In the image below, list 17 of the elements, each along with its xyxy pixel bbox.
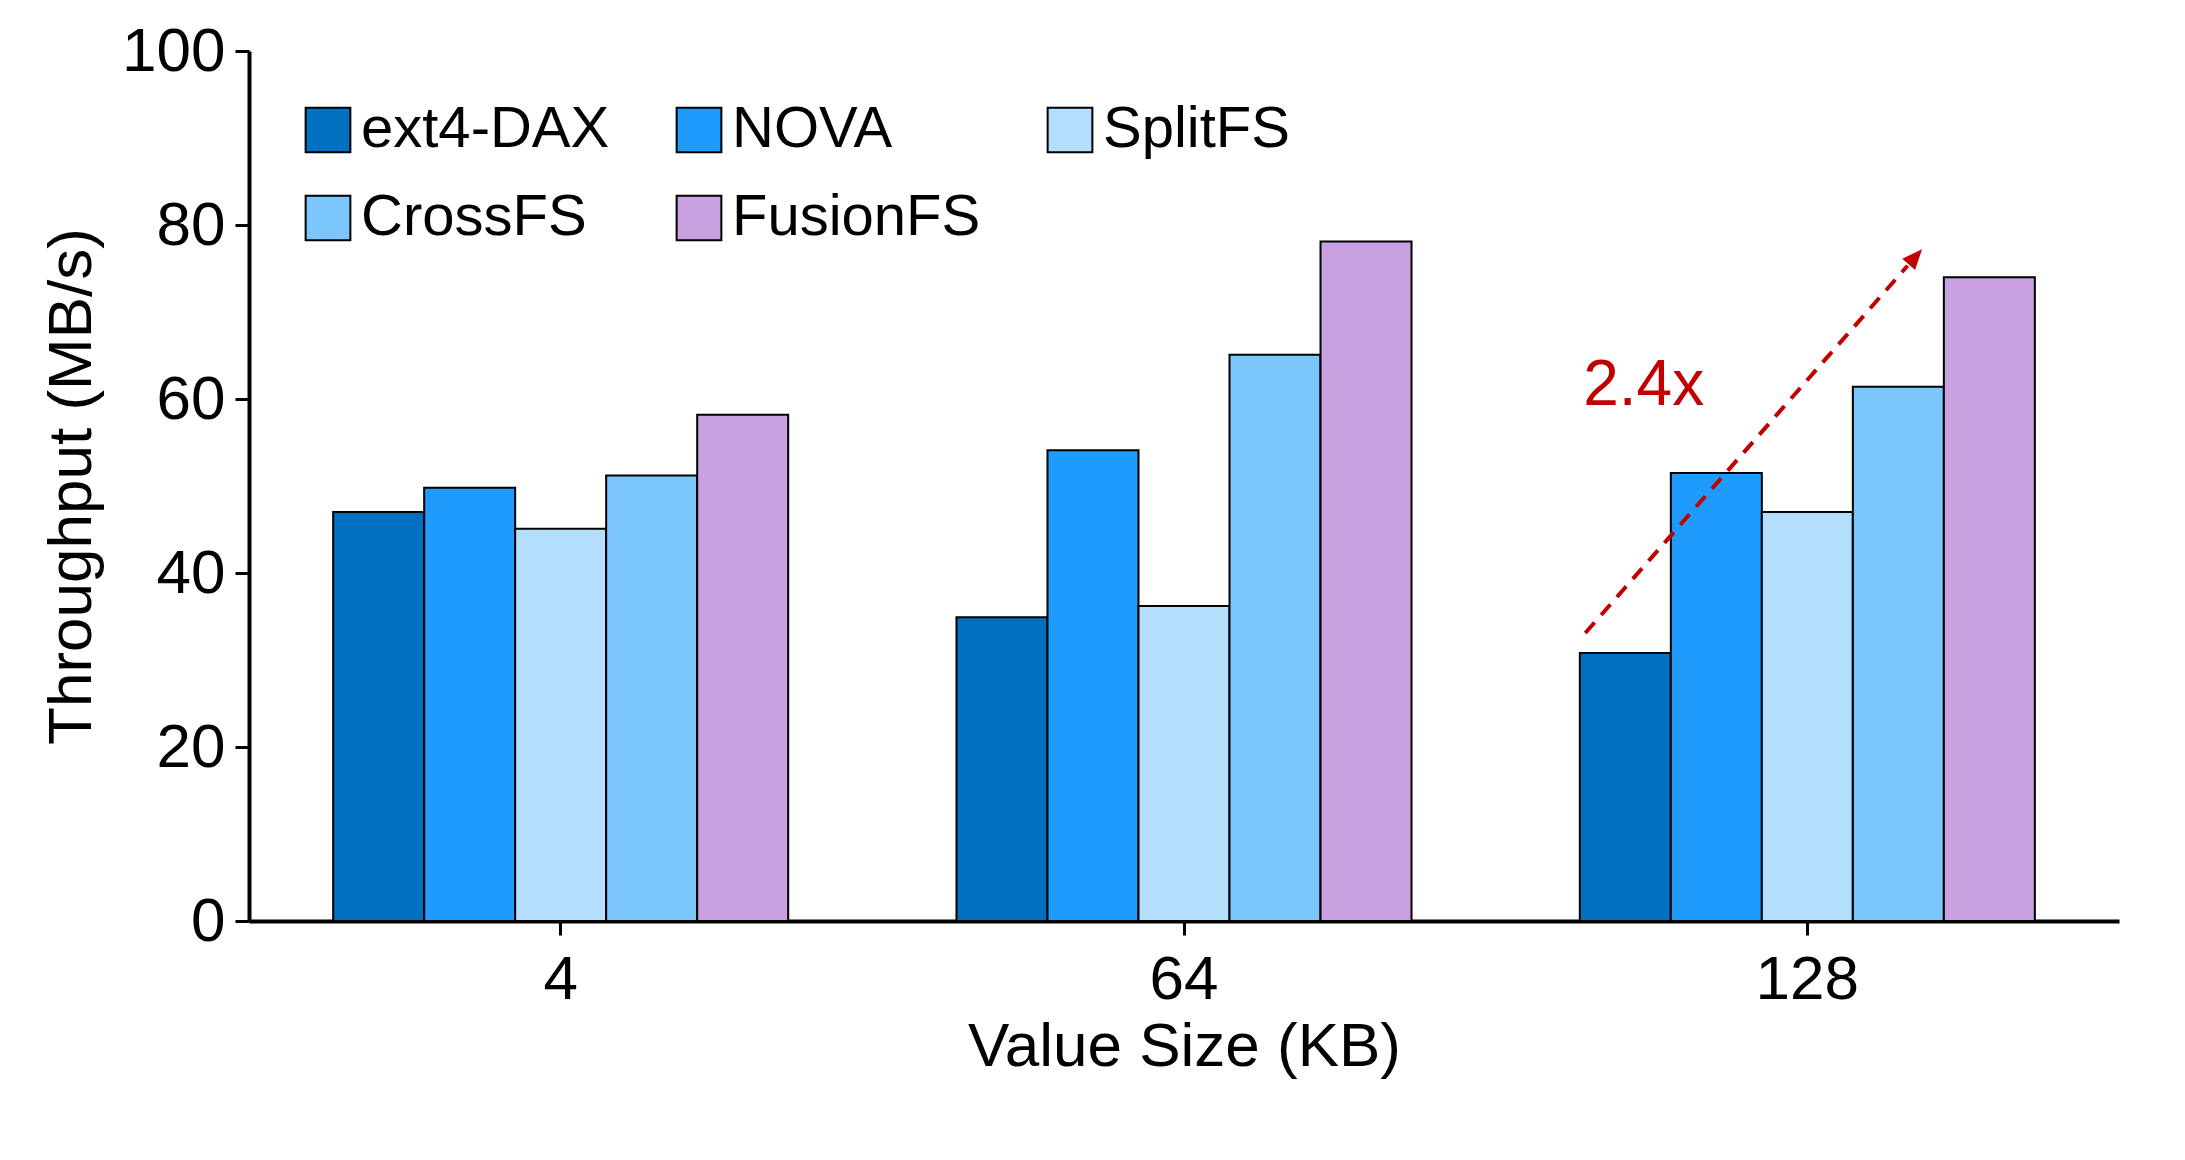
- y-tick-label: 80: [156, 188, 226, 258]
- legend-label: FusionFS: [732, 182, 981, 247]
- x-tick-label: 64: [1149, 942, 1219, 1012]
- y-tick-label: 20: [156, 710, 226, 780]
- legend-label: NOVA: [732, 94, 893, 159]
- y-tick-label: 60: [156, 362, 226, 432]
- y-tick-label: 100: [122, 14, 226, 84]
- legend-label: ext4-DAX: [361, 94, 610, 159]
- y-tick-label: 0: [191, 884, 226, 954]
- legend-label: SplitFS: [1103, 94, 1290, 159]
- x-axis-title: Value Size (KB): [967, 1009, 1402, 1079]
- y-tick-label: 40: [156, 536, 226, 606]
- x-tick-label: 4: [543, 942, 578, 1012]
- annotation: 2.4x: [1583, 347, 1705, 420]
- legend-label: CrossFS: [361, 182, 587, 247]
- y-axis-title: Throughput (MB/s): [35, 228, 105, 745]
- x-tick-label: 128: [1755, 942, 1860, 1012]
